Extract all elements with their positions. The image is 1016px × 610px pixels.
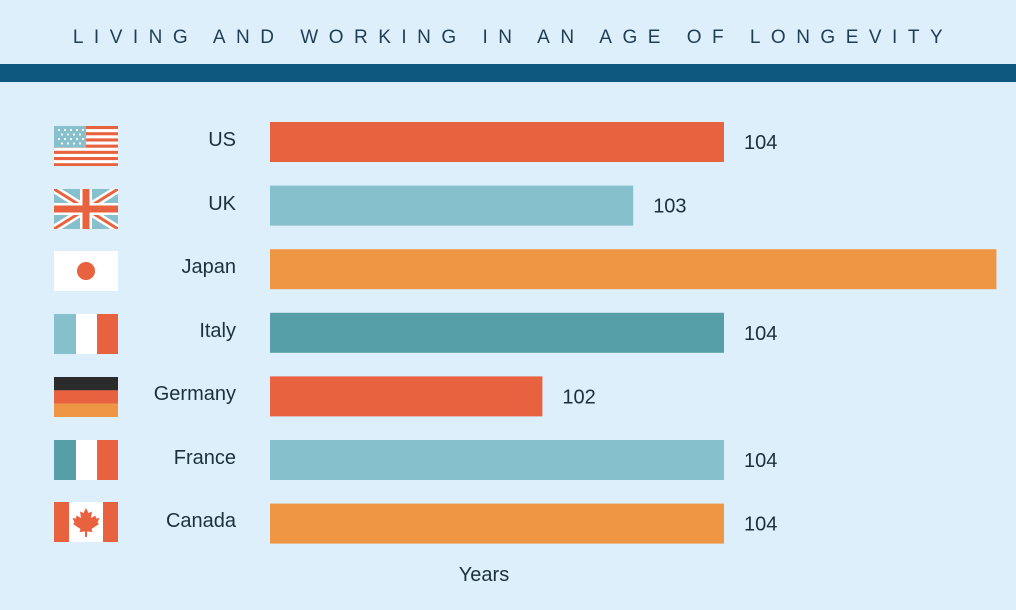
value-label: 102	[562, 386, 595, 408]
bar-uk	[270, 185, 634, 226]
category-label: Italy	[199, 320, 236, 342]
japan-flag-icon	[54, 251, 118, 291]
italy-flag-icon	[54, 314, 118, 354]
bar-japan	[270, 249, 997, 290]
category-label: Canada	[166, 510, 237, 532]
bar-germany	[270, 376, 543, 417]
x-axis-label: Years	[459, 564, 509, 586]
bar-france	[270, 440, 724, 480]
category-label: Japan	[182, 256, 237, 278]
france-flag-icon	[54, 440, 118, 480]
chart-title: LIVING AND WORKING IN AN AGE OF LONGEVIT…	[72, 27, 954, 48]
bar-italy	[270, 312, 724, 353]
value-label: 104	[744, 132, 777, 154]
us-flag-icon	[54, 126, 118, 166]
category-label: Germany	[154, 383, 236, 405]
value-label: 103	[653, 196, 686, 218]
uk-flag-icon	[54, 189, 118, 229]
category-label: US	[208, 129, 236, 151]
category-label: UK	[208, 193, 236, 215]
value-label: 104	[744, 514, 777, 536]
value-label: 104	[744, 323, 777, 345]
bar-canada	[270, 503, 724, 544]
germany-flag-icon	[54, 377, 118, 417]
bar-us	[270, 122, 724, 162]
category-label: France	[174, 447, 236, 469]
canada-flag-icon	[54, 502, 118, 542]
value-label: 104	[744, 450, 777, 472]
title-rule	[0, 64, 1016, 82]
